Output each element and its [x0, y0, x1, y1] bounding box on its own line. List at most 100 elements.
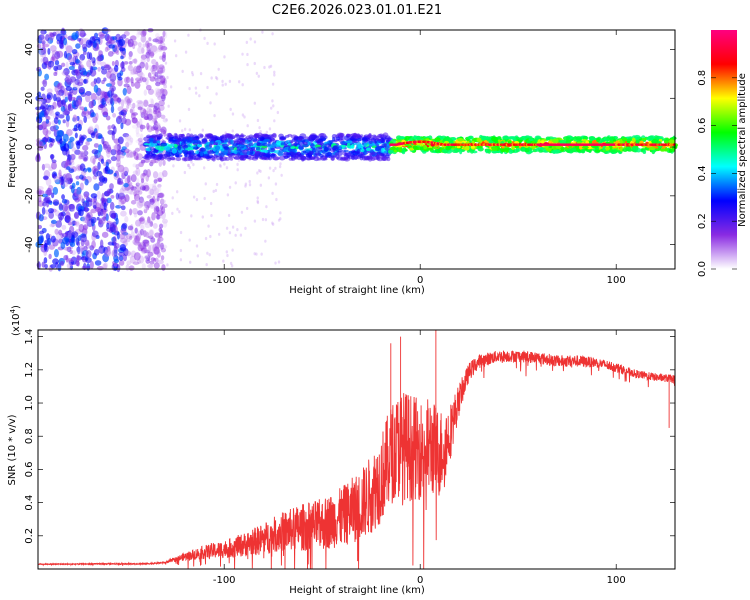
spectrogram-cell [92, 158, 96, 165]
spectrogram-cell [99, 34, 106, 39]
spectrogram-cell [152, 246, 160, 255]
spectrogram-cell [181, 129, 184, 133]
spectrogram-cell [112, 95, 119, 102]
spectrogram-cell [70, 141, 75, 149]
spectrogram-cell [253, 219, 257, 223]
spectrogram-cell [111, 81, 116, 86]
spectrogram-cell [53, 249, 59, 258]
spectrogram-cell [121, 222, 128, 229]
spectrogram-cell [171, 211, 174, 215]
spectrogram-cell [206, 41, 209, 45]
x-tick-label: 100 [607, 275, 626, 286]
spectrogram-cell [171, 196, 174, 200]
spectrogram-cell [575, 136, 583, 141]
spectrogram-cell [143, 208, 148, 214]
spectrogram-cell [310, 134, 318, 140]
spectrogram-cell [133, 240, 141, 246]
spectrogram-cell [139, 124, 146, 130]
spectrogram-cell [149, 146, 155, 151]
spectrogram-cell [272, 156, 280, 161]
spectrogram-cell [328, 140, 334, 143]
spectrogram-cell [256, 142, 261, 146]
spectrogram-cell [103, 143, 108, 150]
spectrogram-cell [113, 265, 118, 271]
spectrogram-cell [150, 257, 156, 262]
spectrogram-cell [75, 123, 81, 128]
spectrogram-cell [76, 115, 80, 121]
y-tick-label: 40 [24, 43, 35, 56]
spectrogram-cell [187, 163, 190, 168]
spectrogram-cell [93, 195, 97, 203]
spectrogram-cell [149, 221, 154, 227]
spectrogram-cell [75, 69, 80, 76]
spectrogram-cell [82, 51, 87, 55]
spectrogram-cell [146, 43, 151, 49]
spectrogram-cell [117, 164, 125, 173]
spectrogram-cell [149, 159, 157, 164]
spectrogram-cell [157, 177, 163, 182]
spectrogram-cell [45, 119, 50, 124]
spectrogram-cell [133, 187, 137, 193]
colorbar: 0.0 0.2 0.4 0.6 0.8 Normalized spectral ampl… [697, 30, 748, 277]
spectrogram-cell [225, 166, 229, 170]
spectrogram-cell [69, 61, 76, 66]
y-tick-label: 0.8 [24, 428, 35, 444]
spectrogram-cell [174, 133, 178, 140]
spectrogram-cell [110, 155, 117, 162]
spectrogram-cell [89, 261, 94, 269]
spectrogram-cell [386, 143, 390, 149]
spectrogram-cell [136, 153, 143, 161]
spectrogram-cell [134, 235, 140, 244]
spectrogram-cell [84, 257, 92, 264]
spectrogram-cell [241, 52, 244, 56]
spectrogram-cell [37, 36, 43, 44]
spectrogram-cell [214, 188, 218, 193]
spectrogram-cell [149, 229, 154, 237]
spectrogram-cell [156, 140, 161, 144]
spectrogram-cell [464, 145, 470, 151]
spectrogram-cell [204, 182, 207, 186]
spectrogram-cell [161, 218, 168, 224]
spectrogram-cell [382, 143, 387, 148]
spectrogram-cell [169, 85, 173, 89]
spectrogram-cell [149, 137, 155, 142]
spectrogram-cell [51, 53, 56, 61]
spectrogram-cell [127, 252, 134, 259]
spectrogram-cell [129, 103, 136, 108]
spectrogram-cell [143, 243, 147, 251]
spectrogram-cell [153, 179, 158, 184]
spectrogram-cell [135, 126, 140, 135]
x-tick-label: -100 [213, 575, 236, 586]
spectrogram-cell [60, 85, 65, 94]
spectrogram-cell [157, 236, 164, 242]
spectrogram-cell [153, 120, 158, 126]
spectrogram-cell [151, 64, 156, 69]
spectrogram-cell [184, 50, 188, 54]
spectrogram-cell [120, 55, 124, 60]
spectrogram-cell [41, 261, 46, 268]
spectrogram-cell [157, 183, 162, 188]
spectrogram-cell [215, 155, 221, 161]
spectrogram-cell [61, 70, 69, 76]
spectrogram-cell [158, 192, 165, 199]
spectrogram-cell [60, 176, 64, 185]
spectrogram-cell [135, 132, 141, 138]
spectrogram-cell [129, 67, 134, 76]
spectrogram-cell [116, 264, 121, 273]
spectrogram-cell [131, 112, 138, 116]
spectrogram-cell [219, 164, 222, 168]
spectrogram-cell [203, 196, 206, 201]
spectrogram-cell [209, 234, 212, 239]
spectrogram-cell [189, 260, 192, 264]
spectrogram-cell [116, 50, 120, 55]
colorbar-tick-label: 0.6 [697, 118, 708, 134]
spectrogram-cell [98, 144, 103, 153]
spectrogram-cell [177, 145, 182, 151]
spectrogram-cell [42, 56, 49, 64]
spectrogram-cell [71, 182, 76, 189]
spectrogram-cell [322, 145, 327, 149]
spectrogram-cell [45, 209, 49, 215]
spectrogram-cell [330, 157, 335, 161]
spectrogram-cell [147, 216, 151, 224]
spectrogram-cell [157, 259, 164, 265]
